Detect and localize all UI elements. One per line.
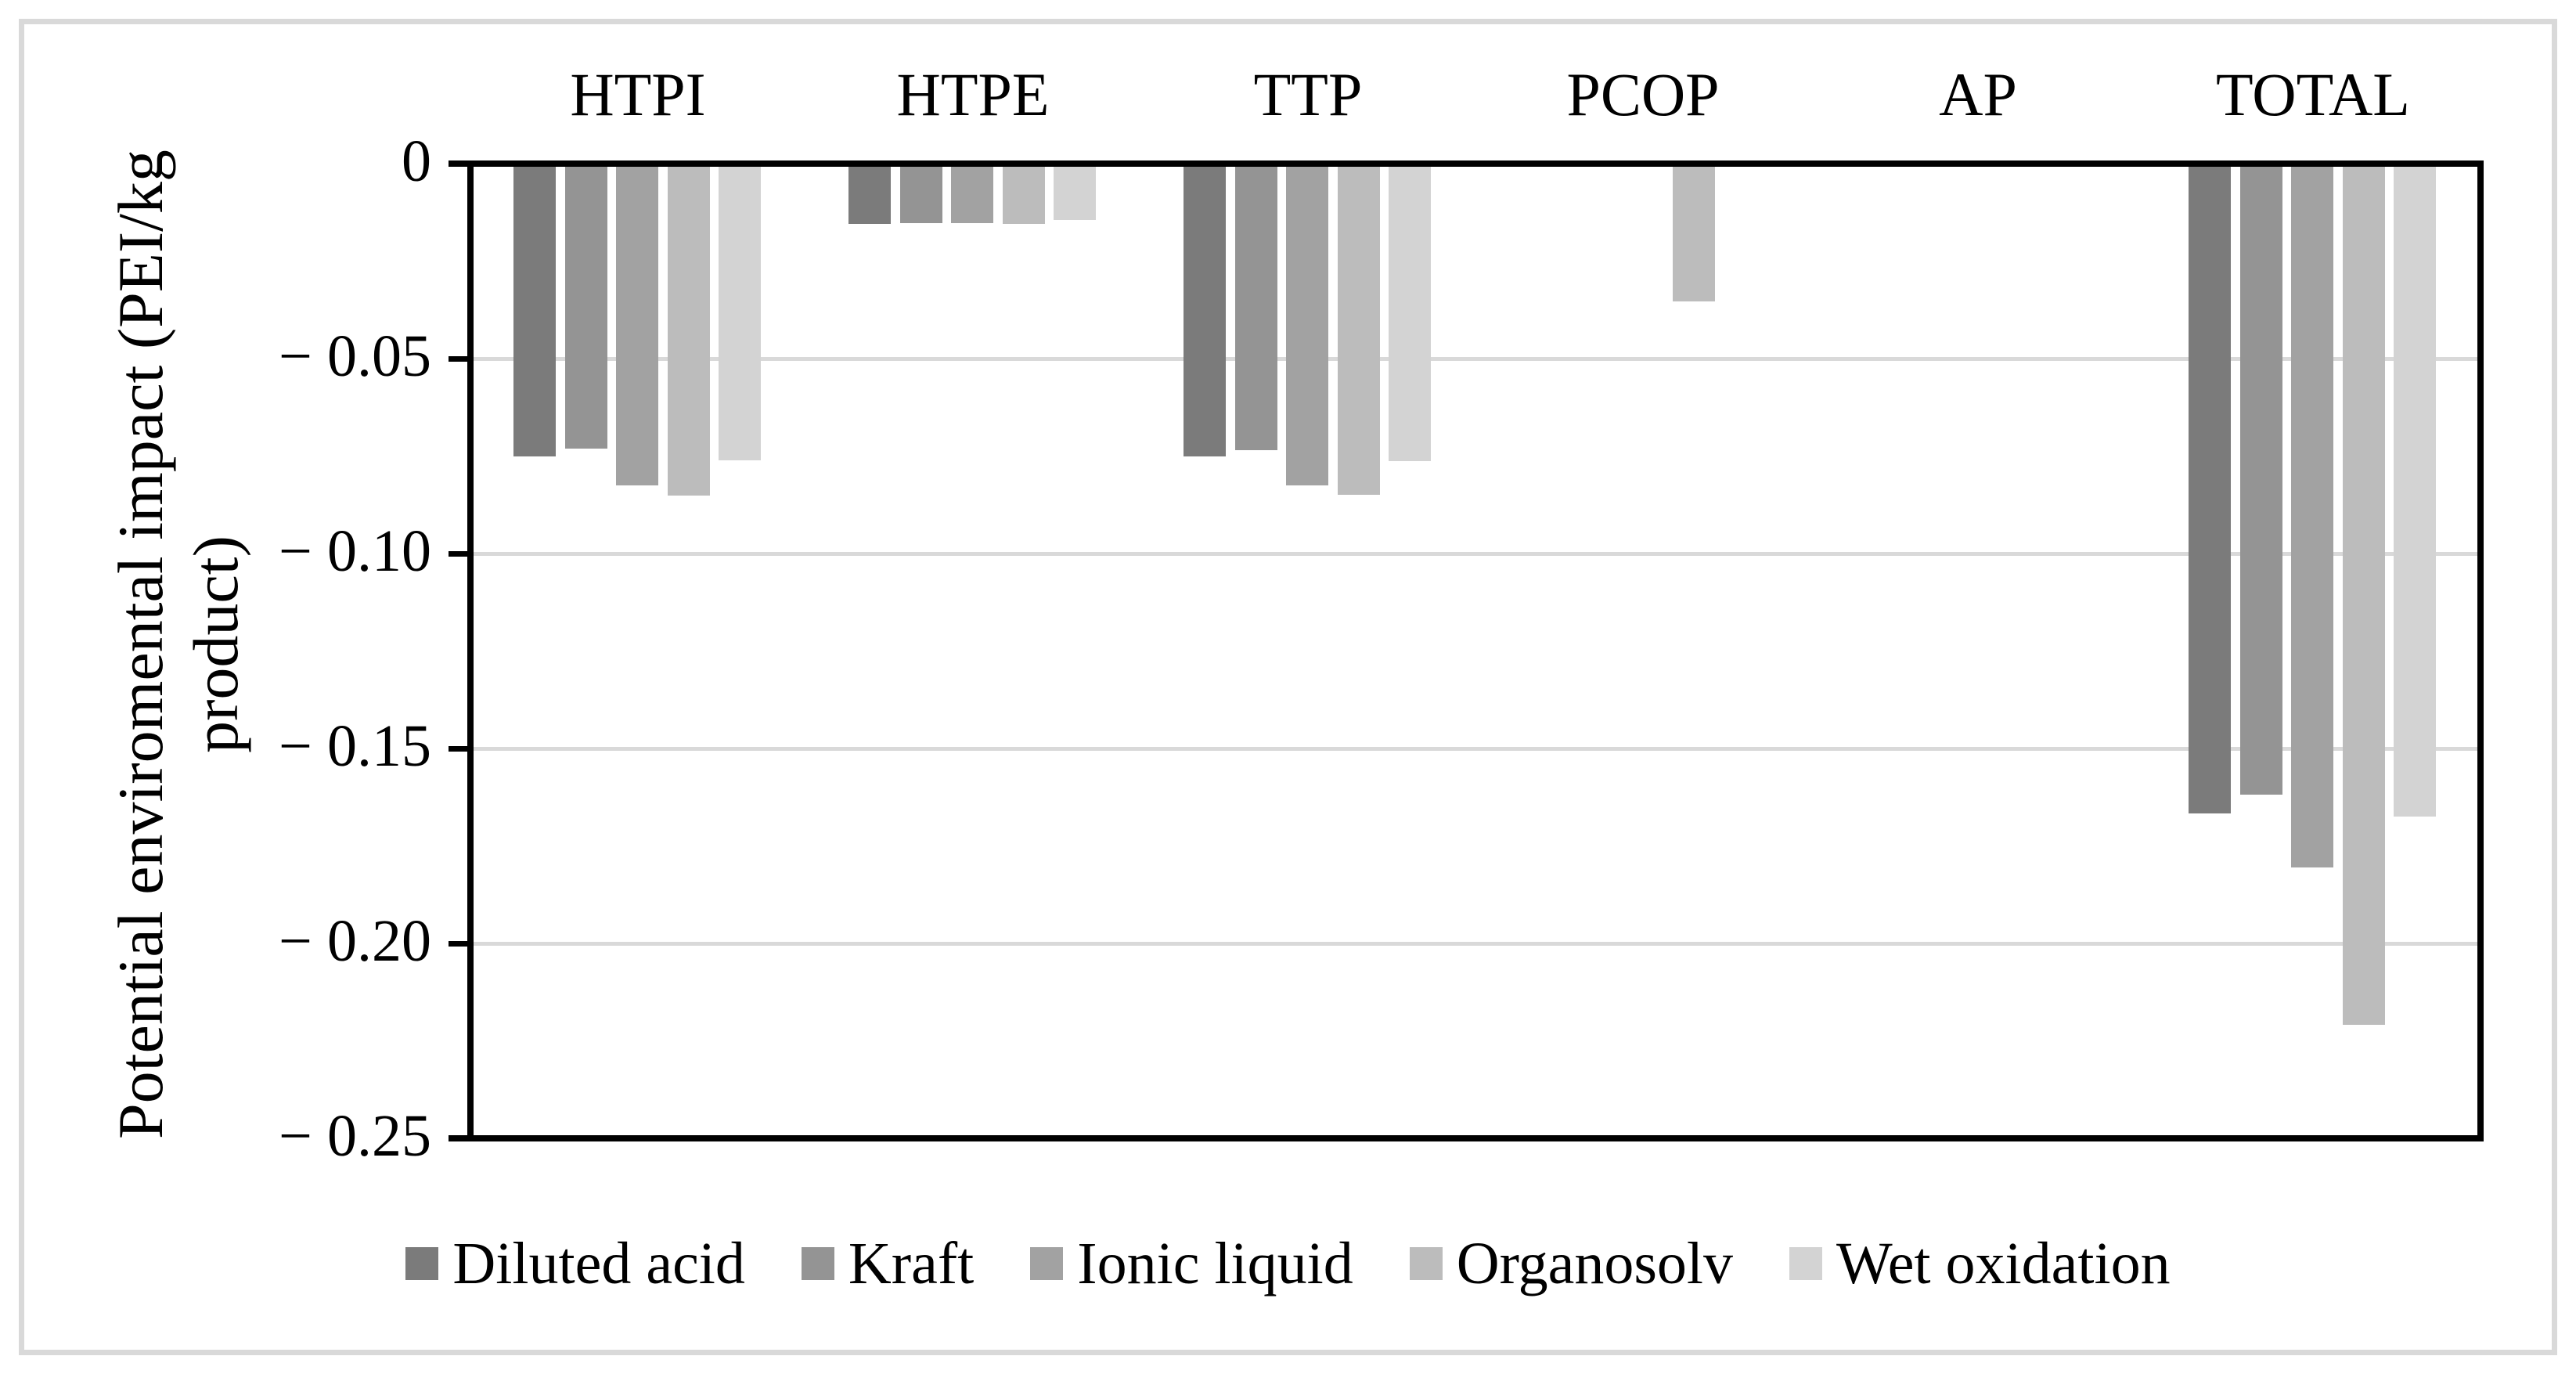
- legend-swatch-wet-oxidation: [1789, 1247, 1823, 1280]
- y-tick--0.05: [449, 355, 470, 362]
- legend-swatch-organosolv: [1409, 1247, 1443, 1280]
- legend-item-ionic-liquid: Ionic liquid: [1030, 1234, 1353, 1293]
- bar-ionic-liquid-total: [2291, 164, 2333, 868]
- y-tick-label--0.2: − 0.20: [279, 907, 431, 974]
- legend-label-diluted-acid: Diluted acid: [452, 1231, 745, 1296]
- bar-wet-oxidation-htpe: [1054, 164, 1096, 221]
- y-tick-label--0.1: − 0.10: [279, 518, 431, 584]
- bar-diluted-acid-htpi: [513, 164, 556, 457]
- y-tick-label--0.15: − 0.15: [279, 712, 431, 779]
- bar-ionic-liquid-htpe: [951, 164, 993, 223]
- bar-diluted-acid-total: [2189, 164, 2231, 814]
- bar-diluted-acid-htpe: [848, 164, 891, 225]
- y-axis-title: Potential enviromental impact (PEI/kg pr…: [103, 150, 254, 1139]
- bar-organosolv-htpi: [667, 164, 710, 496]
- plot-area: [470, 164, 2481, 1138]
- category-label-htpi: HTPI: [570, 60, 706, 128]
- category-label-htpe: HTPE: [896, 60, 1050, 128]
- category-label-total: TOTAL: [2216, 60, 2410, 128]
- y-tick-label--0.25: − 0.25: [279, 1102, 431, 1169]
- y-axis-title-line2: product): [180, 536, 251, 753]
- plot-right-border: [2477, 160, 2484, 1141]
- legend-label-wet-oxidation: Wet oxidation: [1836, 1231, 2171, 1296]
- gridline--0.05: [470, 356, 2481, 361]
- bar-organosolv-ttp: [1337, 164, 1380, 496]
- bar-ionic-liquid-htpi: [616, 164, 658, 485]
- bar-organosolv-pcop: [1672, 164, 1715, 302]
- legend-swatch-kraft: [801, 1247, 834, 1280]
- y-axis-line: [467, 160, 474, 1141]
- plot-bottom-border: [449, 1135, 2484, 1141]
- legend: Diluted acid Kraft Ionic liquid Organosolv W…: [0, 1226, 2576, 1301]
- bar-kraft-htpi: [564, 164, 607, 449]
- bar-wet-oxidation-total: [2394, 164, 2436, 817]
- figure-border: [19, 19, 2557, 1355]
- legend-label-organosolv: Organosolv: [1456, 1231, 1734, 1296]
- legend-swatch-diluted-acid: [405, 1247, 439, 1280]
- bar-kraft-ttp: [1234, 164, 1277, 450]
- legend-label-kraft: Kraft: [848, 1231, 975, 1296]
- legend-item-wet-oxidation: Wet oxidation: [1789, 1234, 2171, 1293]
- legend-swatch-ionic-liquid: [1030, 1247, 1064, 1280]
- y-tick-label--0.05: − 0.05: [279, 323, 431, 389]
- legend-label-ionic-liquid: Ionic liquid: [1077, 1231, 1353, 1296]
- y-tick--0.15: [449, 745, 470, 752]
- bar-wet-oxidation-htpi: [719, 164, 761, 461]
- legend-item-kraft: Kraft: [801, 1231, 975, 1296]
- legend-item-diluted-acid: Diluted acid: [405, 1234, 745, 1293]
- bar-wet-oxidation-ttp: [1389, 164, 1431, 461]
- gridline--0.15: [470, 746, 2481, 751]
- bar-ionic-liquid-ttp: [1286, 164, 1328, 486]
- category-label-ap: AP: [1939, 60, 2017, 128]
- bar-kraft-htpe: [899, 164, 942, 224]
- x-axis-zero-line: [449, 160, 2484, 167]
- legend-item-organosolv: Organosolv: [1409, 1231, 1734, 1296]
- bar-organosolv-htpe: [1002, 164, 1045, 224]
- y-tick--0.1: [449, 550, 470, 557]
- bar-kraft-total: [2239, 164, 2282, 795]
- y-tick-label-0: 0: [402, 128, 431, 194]
- category-label-pcop: PCOP: [1566, 60, 1720, 128]
- bar-organosolv-total: [2342, 164, 2385, 1026]
- bar-diluted-acid-ttp: [1184, 164, 1226, 456]
- y-tick--0.2: [449, 940, 470, 947]
- y-axis-title-line1: Potential enviromental impact (PEI/kg: [105, 150, 177, 1139]
- gridline--0.2: [470, 941, 2481, 946]
- gridline--0.1: [470, 551, 2481, 556]
- category-label-ttp: TTP: [1253, 60, 1363, 128]
